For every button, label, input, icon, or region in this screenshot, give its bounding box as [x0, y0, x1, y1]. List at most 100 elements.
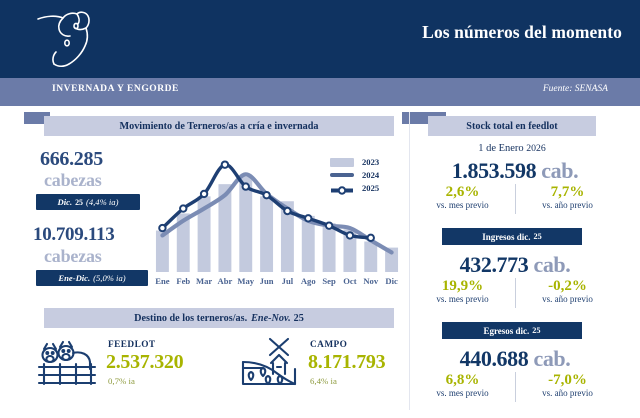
- legend-label-2024: 2024: [362, 170, 380, 180]
- chart-x-label-dic: Dic: [385, 276, 398, 286]
- stat-period-badge-annual: Ene-Dic. (5,0% ia): [36, 270, 148, 286]
- destino-feedlot-value: 2.537.320: [106, 351, 184, 373]
- ingresos-cmp-month-caption: vs. mes previo: [436, 293, 489, 304]
- stock-comparisons: 2,6% vs. mes previo 7,7% vs. año previo: [410, 184, 620, 218]
- egresos-unit: cab.: [533, 346, 571, 371]
- chart-x-label-abr: Abr: [217, 276, 233, 286]
- ingresos-badge-label: Ingresos dic.: [482, 231, 531, 242]
- ingresos-badge-year: 25: [533, 232, 542, 241]
- egresos-value: 440.688: [459, 346, 529, 371]
- destino-feedlot: FEEDLOT 2.537.320 0,7% ia: [36, 336, 216, 402]
- stock-cmp-month: 2,6% vs. mes previo: [413, 184, 513, 211]
- cow-head-icon: [32, 6, 98, 72]
- legend-swatch-line-marker-icon: [330, 183, 354, 195]
- windmill-farm-icon: [238, 336, 300, 388]
- egresos-cmp-year-pct: -7,0%: [548, 372, 587, 388]
- legend-label-2023: 2023: [362, 157, 380, 167]
- source-label: Fuente: SENASA: [542, 84, 608, 94]
- egresos-cmp-month-caption: vs. mes previo: [436, 387, 489, 398]
- ingresos-cmp-year: -0,2% vs. año previo: [518, 278, 618, 305]
- chart-section-header: Movimiento de Terneros/as a cría e inver…: [44, 116, 394, 136]
- ingresos-cmp-month-pct: 19,9%: [441, 278, 484, 294]
- ingresos-unit: cab.: [533, 252, 571, 277]
- destino-campo-ia: 6,4% ia: [310, 376, 337, 386]
- chart-x-label-oct: Oct: [343, 276, 357, 286]
- egresos-cmp-month-pct: 6,8%: [445, 372, 480, 388]
- chart-x-label-feb: Feb: [176, 276, 191, 286]
- ingresos-cmp-year-pct: -0,2%: [548, 278, 587, 294]
- stock-section-header: Stock total en feedlot: [428, 116, 596, 136]
- ingresos-cmp-year-caption: vs. año previo: [542, 293, 593, 304]
- egresos-cmp-year: -7,0% vs. año previo: [518, 372, 618, 399]
- destino-campo-value: 8.171.793: [308, 351, 386, 373]
- stock-cmp-month-pct: 2,6%: [445, 184, 480, 200]
- ingresos-value-row: 432.773 cab.: [410, 252, 620, 278]
- stock-date-year: 2026: [526, 143, 546, 154]
- legend-swatch-line-icon: [330, 173, 354, 177]
- ingresos-value: 432.773: [459, 252, 529, 277]
- egresos-value-row: 440.688 cab.: [410, 346, 620, 372]
- stat-unit-annual: cabezas: [44, 246, 102, 266]
- egresos-cmp-month: 6,8% vs. mes previo: [413, 372, 513, 399]
- chart-x-label-may: May: [237, 276, 255, 286]
- column-divider: [409, 112, 410, 410]
- stock-unit: cab.: [541, 158, 579, 183]
- stat-variation-monthly: (4,4% ia): [86, 197, 119, 207]
- chart-x-label-jun: Jun: [259, 276, 274, 286]
- destino-period-year: 25: [293, 312, 304, 324]
- chart-x-label-jul: Jul: [281, 276, 294, 286]
- stock-cmp-year-caption: vs. año previo: [542, 199, 593, 210]
- stock-cmp-year-pct: 7,7%: [550, 184, 585, 200]
- destino-feedlot-ia: 0,7% ia: [108, 376, 135, 386]
- chart-x-label-nov: Nov: [363, 276, 379, 286]
- destino-feedlot-label: FEEDLOT: [108, 340, 156, 350]
- stock-value-row: 1.853.598 cab.: [410, 158, 620, 184]
- destino-campo-label: CAMPO: [310, 340, 348, 350]
- stat-unit-monthly: cabezas: [44, 170, 102, 190]
- stock-date-text: 1 de Enero: [478, 143, 524, 154]
- stat-value-annual: 10.709.113: [33, 224, 115, 245]
- ingresos-cmp-month: 19,9% vs. mes previo: [413, 278, 513, 305]
- legend-item-2025: 2025: [330, 182, 402, 195]
- cattle-pen-icon: [36, 338, 98, 390]
- legend-item-2024: 2024: [330, 169, 402, 182]
- chart-legend: 2023 2024 2025: [330, 156, 402, 195]
- movimiento-chart: [152, 144, 402, 274]
- stock-cmp-divider: [514, 184, 516, 214]
- destino-section-header-label: Destino de los terneros/as.: [134, 312, 248, 324]
- egresos-cmp-year-caption: vs. año previo: [542, 387, 593, 398]
- stock-value: 1.853.598: [451, 158, 537, 183]
- section-name: INVERNADA Y ENGORDE: [52, 84, 179, 94]
- stat-period-annual: Ene-Dic.: [58, 273, 91, 283]
- legend-swatch-bar-icon: [330, 158, 354, 167]
- section-bar: INVERNADA Y ENGORDE Fuente: SENASA: [0, 78, 640, 106]
- chart-section-header-label: Movimiento de Terneros/as a cría e inver…: [119, 120, 319, 132]
- egresos-badge-label: Egresos dic.: [483, 325, 530, 336]
- chart-x-label-ago: Ago: [300, 276, 316, 286]
- stock-section-header-label: Stock total en feedlot: [466, 120, 558, 132]
- legend-item-2023: 2023: [330, 156, 402, 169]
- stat-period-year-monthly: 25: [75, 197, 83, 207]
- chart-x-label-ene: Ene: [155, 276, 170, 286]
- ingresos-badge: Ingresos dic. 25: [442, 228, 582, 245]
- stat-period-badge-monthly: Dic. 25 (4,4% ia): [36, 194, 140, 210]
- stat-value-monthly: 666.285: [40, 148, 103, 170]
- ingresos-cmp-divider: [514, 278, 516, 308]
- masthead: Los números del momento: [0, 0, 640, 78]
- chart-x-axis-labels: Ene Feb Mar Abr May Jun Jul Ago Sep Oct Nov Dic: [152, 276, 402, 290]
- stat-period-monthly: Dic.: [57, 197, 73, 207]
- egresos-badge-year: 25: [532, 326, 541, 335]
- destino-campo: CAMPO 8.171.793 6,4% ia: [238, 336, 418, 402]
- stock-cmp-month-caption: vs. mes previo: [436, 199, 489, 210]
- header-accent-left: [24, 112, 50, 124]
- legend-label-2025: 2025: [362, 183, 380, 193]
- page-title: Los números del momento: [422, 22, 622, 42]
- ingresos-comparisons: 19,9% vs. mes previo -0,2% vs. año previ…: [410, 278, 620, 312]
- egresos-cmp-divider: [514, 372, 516, 402]
- destino-period: Ene-Nov.: [251, 312, 291, 324]
- stock-cmp-year: 7,7% vs. año previo: [518, 184, 618, 211]
- stat-variation-annual: (5,0% ia): [93, 273, 126, 283]
- stock-date: 1 de Enero 2026: [428, 143, 596, 154]
- chart-x-label-sep: Sep: [322, 276, 336, 286]
